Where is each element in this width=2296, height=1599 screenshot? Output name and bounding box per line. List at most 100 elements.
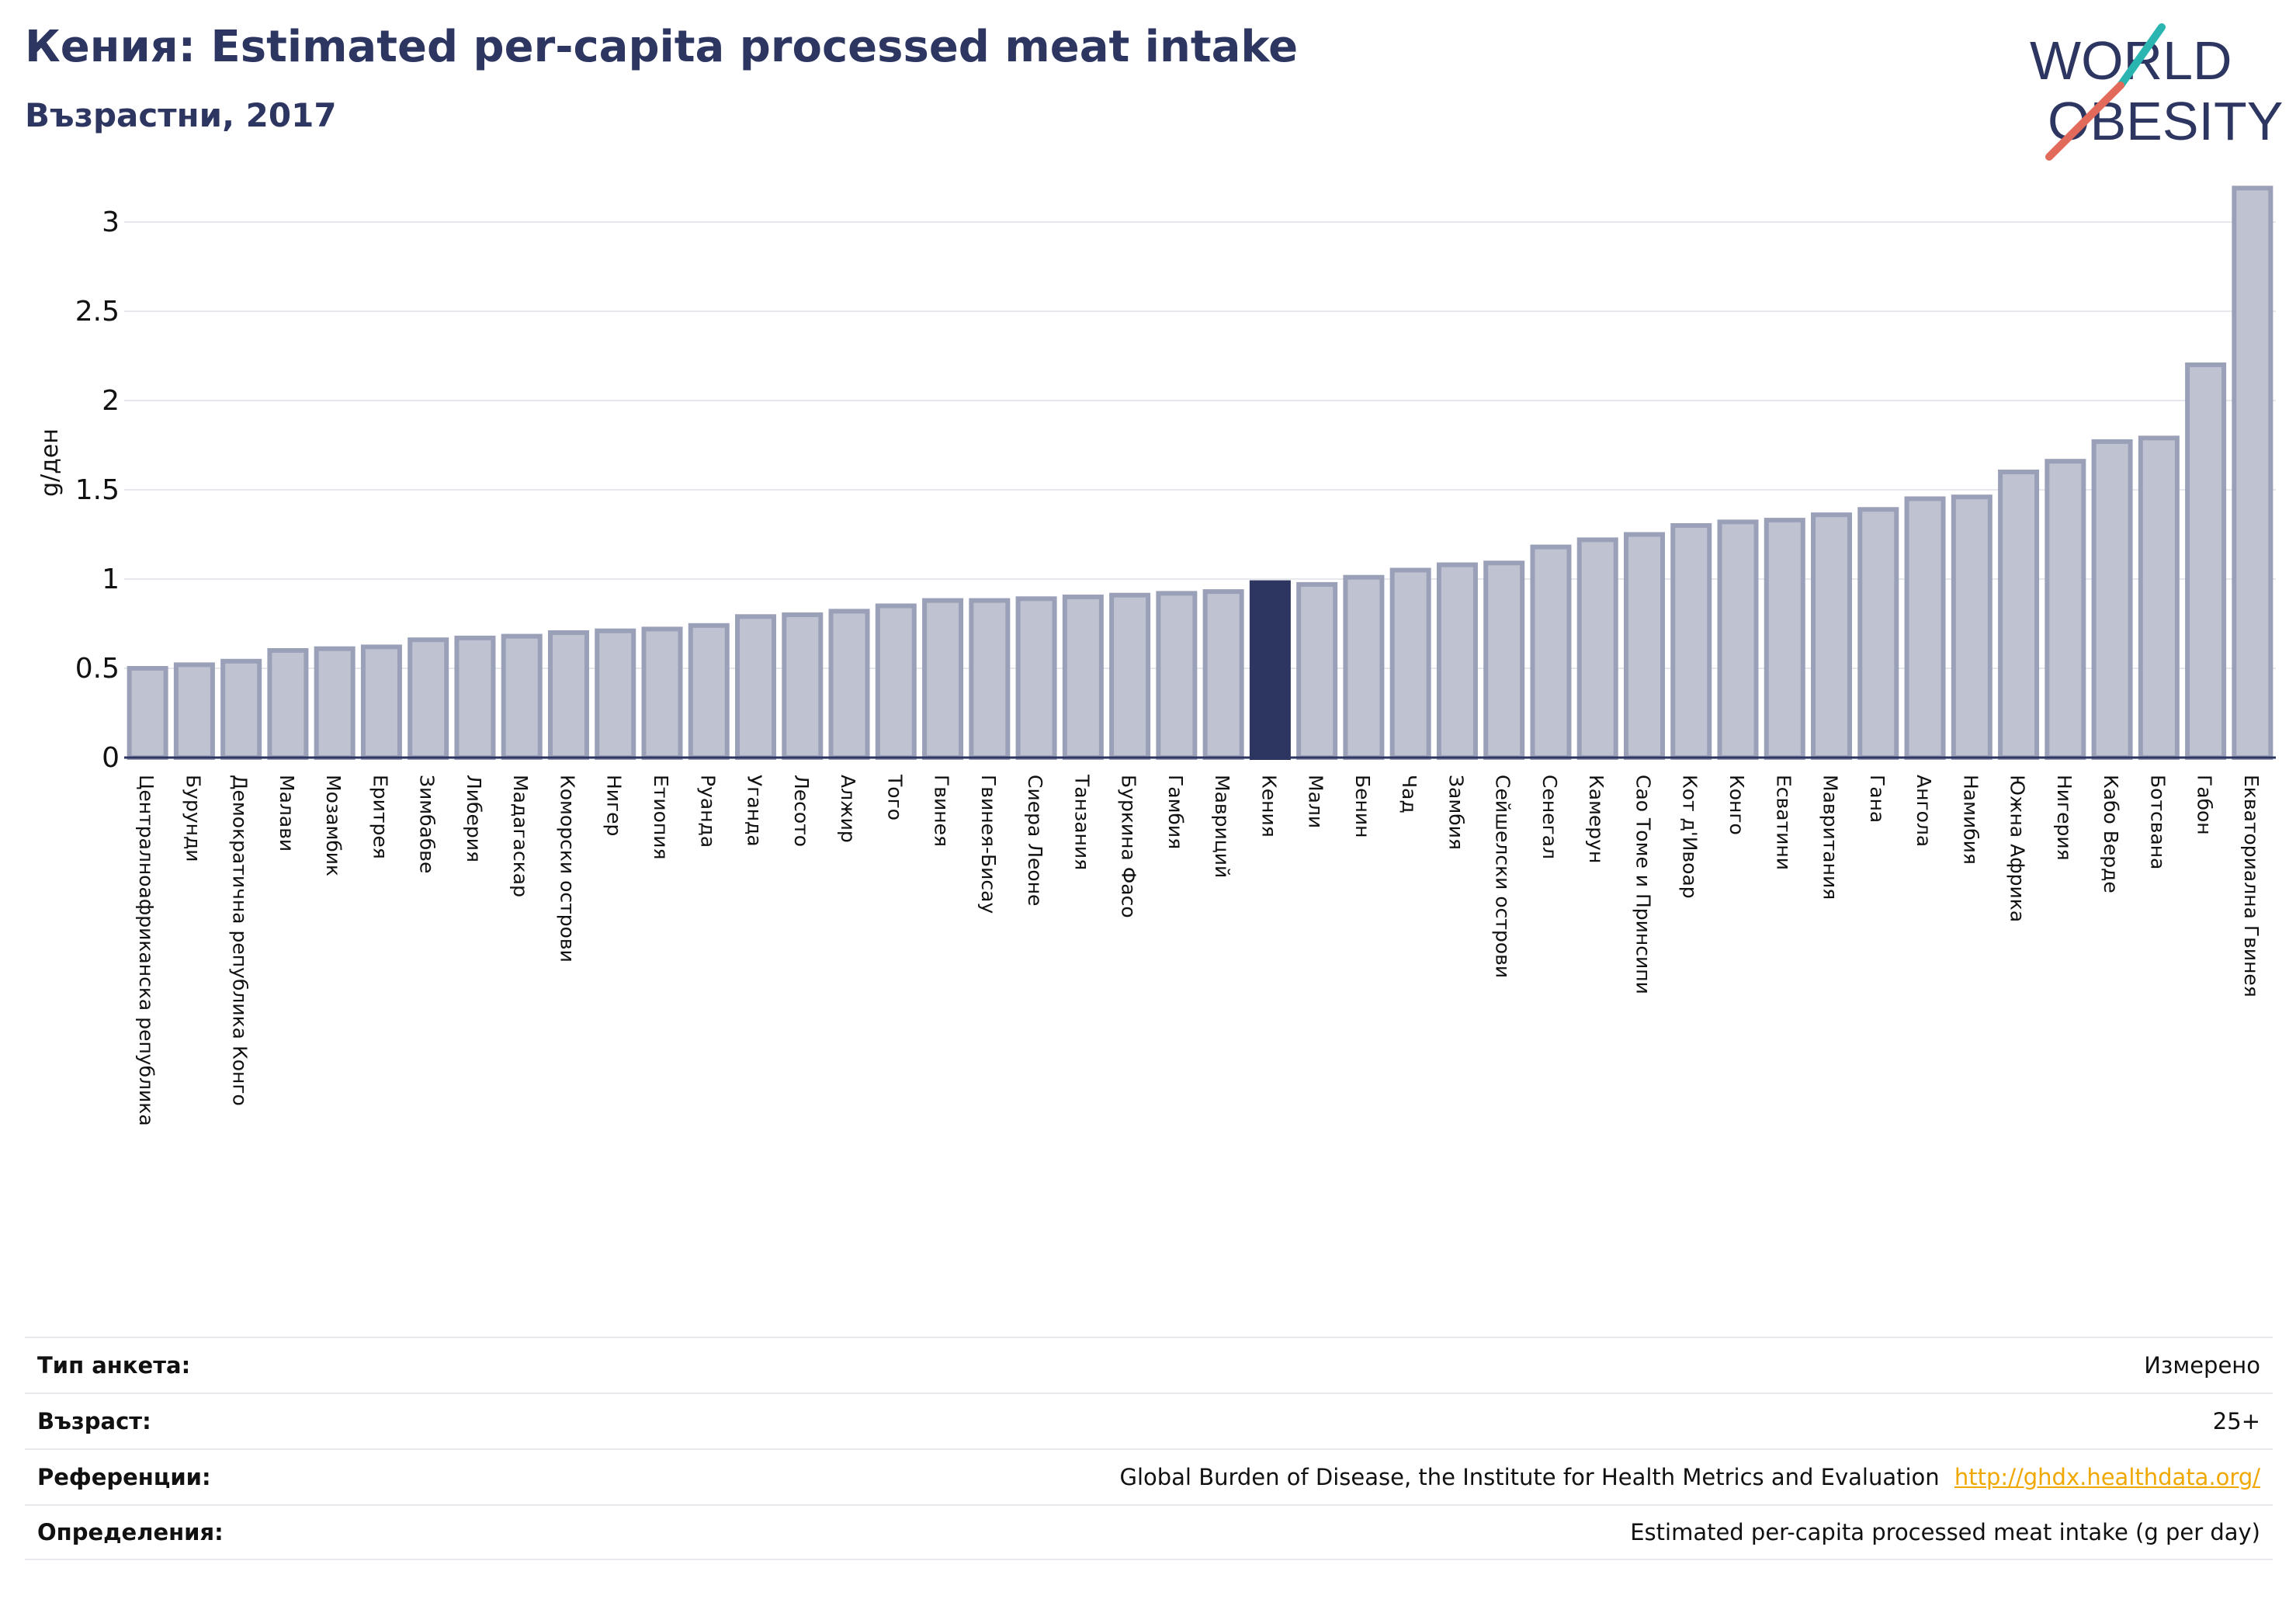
bar[interactable]	[782, 612, 824, 760]
bar-highlighted[interactable]	[1249, 580, 1291, 760]
bar[interactable]	[547, 630, 589, 760]
bar[interactable]	[1998, 470, 2040, 760]
bar[interactable]	[1670, 523, 1712, 760]
bar[interactable]	[314, 646, 355, 761]
x-tick-label: Кения	[1257, 775, 1280, 838]
logo-slash-teal	[2117, 23, 2166, 89]
x-tick-label: Чад	[1398, 775, 1420, 813]
x-tick-label: Мавритания	[1819, 775, 1842, 900]
x-tick-label: Сейшелски острови	[1492, 775, 1514, 978]
bar[interactable]	[641, 626, 683, 761]
info-value: Измерено	[2144, 1352, 2260, 1379]
bar[interactable]	[735, 614, 777, 760]
info-row-definitions: Определения: Estimated per-capita proces…	[25, 1504, 2273, 1560]
x-tick-label: Етиопия	[650, 775, 672, 860]
bar[interactable]	[2232, 186, 2273, 761]
info-value: Estimated per-capita processed meat inta…	[1630, 1519, 2260, 1545]
x-tick-label: Габон	[2194, 775, 2216, 835]
y-axis-label: g/ден	[36, 428, 64, 497]
bar[interactable]	[1015, 596, 1057, 760]
bar[interactable]	[1062, 595, 1104, 760]
x-tick-label: Мавриций	[1211, 775, 1233, 878]
info-table: Тип анкета: Измерено Възраст: 25+ Рефере…	[25, 1337, 2273, 1560]
y-tick-label: 2	[102, 385, 120, 417]
bar[interactable]	[1811, 512, 1853, 760]
x-tick-label: Нигер	[603, 775, 626, 836]
bar[interactable]	[828, 609, 870, 761]
bar[interactable]	[1576, 537, 1618, 761]
logo-slash-coral	[2045, 82, 2124, 161]
x-tick-label: Ангола	[1913, 775, 1935, 847]
x-tick-label: Коморски острови	[556, 775, 578, 963]
bar[interactable]	[1857, 507, 1899, 760]
reference-link[interactable]: http://ghdx.healthdata.org/	[1954, 1464, 2260, 1490]
bar[interactable]	[875, 603, 917, 760]
x-tick-label: Кабо Верде	[2100, 775, 2122, 893]
chart-subtitle: Възрастни, 2017	[25, 96, 337, 134]
x-tick-label: Буркина Фасо	[1118, 775, 1140, 918]
bar[interactable]	[1202, 589, 1244, 760]
world-obesity-logo[interactable]: WORLD OBESITY	[2026, 23, 2282, 163]
bar[interactable]	[220, 658, 262, 760]
bar[interactable]	[2091, 439, 2133, 761]
bar[interactable]	[173, 662, 215, 761]
info-label: Определения:	[37, 1519, 224, 1545]
x-tick-label: Либерия	[463, 775, 485, 862]
bar-chart: 0 0.5 1 1.5 2 2.5 3 Централноафриканска републ…	[36, 186, 2276, 1126]
x-tick-label: Бурунди	[182, 775, 204, 862]
x-tick-label: Замбия	[1445, 775, 1467, 850]
y-tick-label: 3	[102, 206, 120, 238]
x-tick-label: Сиера Леоне	[1024, 775, 1046, 906]
bar[interactable]	[1623, 532, 1665, 760]
bar[interactable]	[1389, 567, 1431, 760]
y-tick-label: 1	[102, 564, 120, 595]
info-label: Тип анкета:	[37, 1352, 191, 1379]
info-value: Global Burden of Disease, the Institute …	[1119, 1464, 1940, 1490]
x-tick-label: Гвинея-Бисау	[977, 775, 1000, 914]
bar[interactable]	[1764, 518, 1805, 760]
x-tick-label: Намибия	[1959, 775, 1982, 865]
bar[interactable]	[1951, 494, 1993, 760]
bar[interactable]	[922, 598, 964, 760]
bar[interactable]	[267, 648, 309, 760]
x-tick-label: Кот д'Ивоар	[1679, 775, 1701, 899]
info-label: Възраст:	[37, 1408, 151, 1434]
info-value-group: Global Burden of Disease, the Institute …	[1119, 1464, 2260, 1490]
bar[interactable]	[2045, 459, 2086, 760]
x-tick-label: Мали	[1305, 775, 1327, 828]
x-tick-label: Есватини	[1772, 775, 1795, 870]
bar[interactable]	[1436, 562, 1478, 760]
bar[interactable]	[1483, 560, 1525, 760]
bar[interactable]	[454, 635, 496, 761]
x-tick-label: Ботсвана	[2146, 775, 2169, 869]
bar[interactable]	[127, 666, 168, 760]
bar[interactable]	[1156, 591, 1198, 761]
bar[interactable]	[969, 598, 1011, 760]
y-tick-label: 2.5	[75, 296, 120, 328]
x-tick-label: Еритрея	[369, 775, 391, 859]
x-tick-label: Южна Африка	[2006, 775, 2029, 922]
bar[interactable]	[2185, 362, 2227, 760]
x-tick-label: Лесото	[790, 775, 813, 847]
bar[interactable]	[688, 623, 730, 760]
bar[interactable]	[1904, 496, 1946, 760]
x-tick-label: Танзания	[1070, 774, 1093, 870]
x-tick-label: Сао Томе и Принсипи	[1632, 775, 1654, 994]
bar[interactable]	[1343, 574, 1385, 761]
x-tick-label: Мадагаскар	[509, 775, 532, 897]
bar[interactable]	[408, 637, 449, 761]
bar[interactable]	[1530, 544, 1572, 760]
x-tick-label: Зимбабве	[416, 775, 439, 873]
bar[interactable]	[1717, 519, 1759, 761]
y-tick-label: 1.5	[75, 474, 120, 506]
bar[interactable]	[595, 628, 636, 761]
x-tick-label: Камерун	[1585, 775, 1608, 863]
bar[interactable]	[2138, 435, 2180, 760]
info-row-references: Референции: Global Burden of Disease, th…	[25, 1448, 2273, 1504]
bar[interactable]	[1109, 592, 1151, 761]
x-tick-label: Алжир	[837, 775, 859, 843]
bar[interactable]	[360, 644, 402, 761]
x-tick-label: Малави	[276, 775, 298, 852]
bar[interactable]	[501, 633, 543, 760]
bar[interactable]	[1296, 581, 1338, 761]
